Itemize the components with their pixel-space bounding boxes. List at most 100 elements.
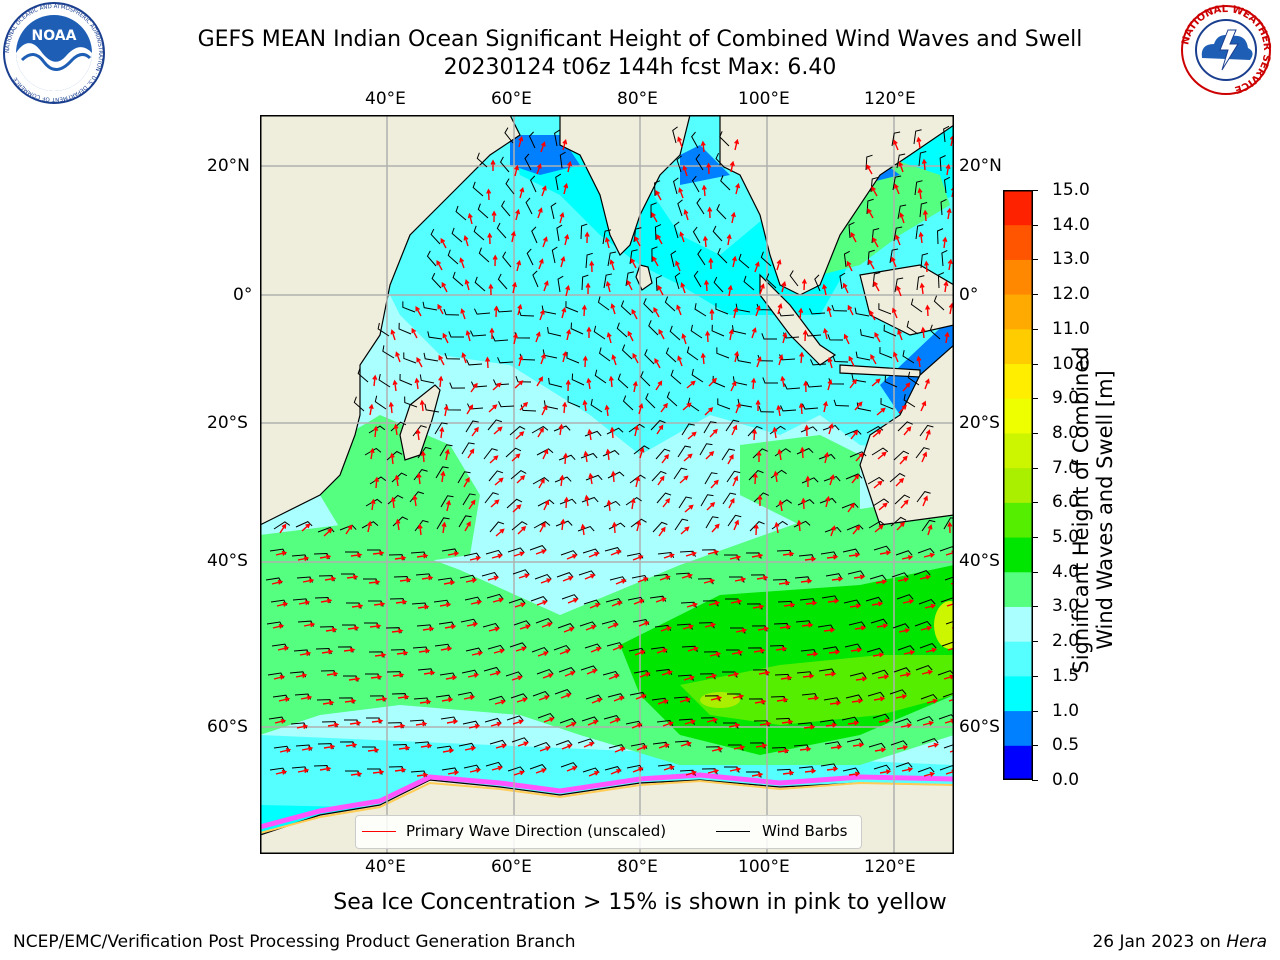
- wind-barb: [531, 226, 538, 244]
- legend-label-barb: Wind Barbs: [762, 822, 848, 840]
- wind-barb: [532, 270, 539, 288]
- wind-barb: [681, 423, 695, 436]
- wave-arrow: [734, 138, 740, 151]
- wave-arrow: [608, 674, 620, 680]
- wave-arrow: [271, 579, 284, 585]
- wave-arrow: [899, 455, 908, 465]
- colorbar-tick-mark: [1032, 780, 1038, 781]
- wind-barb: [461, 442, 475, 455]
- wave-arrow: [826, 305, 832, 318]
- wave-arrow: [638, 621, 650, 627]
- wave-arrow: [416, 772, 429, 778]
- lon-tick-bottom-60e: 60°E: [491, 857, 532, 877]
- wave-arrow: [513, 770, 525, 776]
- colorbar-tick-mark: [1032, 710, 1038, 712]
- wind-barb: [920, 252, 929, 269]
- wave-arrow: [369, 447, 375, 460]
- wind-barb: [486, 593, 504, 600]
- wind-barb: [896, 153, 906, 169]
- wave-arrow: [492, 254, 498, 267]
- wave-arrow: [584, 231, 590, 244]
- wave-arrow: [490, 721, 503, 727]
- wave-arrow: [347, 625, 360, 631]
- wind-barb: [820, 551, 838, 558]
- wind-barb: [594, 369, 607, 384]
- wave-arrow: [874, 331, 881, 343]
- colorbar-tick-mark: [1032, 606, 1038, 608]
- wave-arrow: [923, 771, 936, 777]
- wind-barb: [674, 518, 689, 531]
- wave-arrow: [903, 650, 916, 655]
- wave-arrow: [583, 450, 589, 463]
- wind-barb: [529, 764, 547, 770]
- wind-barb: [651, 470, 667, 482]
- wave-arrow: [920, 400, 927, 412]
- wind-barb: [555, 520, 573, 527]
- wave-arrow: [343, 647, 356, 653]
- wave-arrow: [896, 521, 906, 531]
- wind-barb: [426, 250, 437, 267]
- wind-barb: [846, 524, 864, 531]
- wave-arrow: [630, 497, 636, 510]
- wave-arrow: [727, 284, 733, 297]
- wave-arrow: [842, 282, 849, 294]
- wave-arrow: [662, 721, 674, 727]
- wind-barb: [581, 496, 599, 503]
- wind-barb: [584, 643, 602, 650]
- wind-barb: [485, 549, 503, 556]
- wave-arrow: [708, 600, 721, 606]
- wave-arrow: [685, 770, 697, 776]
- wave-arrow: [879, 550, 892, 556]
- wave-arrow: [471, 426, 479, 437]
- wind-barb: [497, 273, 508, 290]
- wave-arrow: [705, 330, 711, 343]
- wave-arrow: [541, 185, 547, 197]
- lat-tick-left-60s: 60°S: [207, 717, 248, 737]
- wind-barb: [797, 499, 815, 506]
- wave-arrow: [611, 521, 618, 534]
- wave-arrow: [854, 625, 867, 631]
- wave-arrow: [680, 282, 686, 294]
- wave-arrow: [303, 622, 316, 628]
- wind-barb: [474, 276, 486, 292]
- wave-arrow: [824, 671, 837, 677]
- wind-barb: [673, 467, 688, 480]
- wave-arrow: [782, 331, 788, 344]
- wave-arrow: [537, 207, 543, 219]
- wind-barb: [584, 430, 602, 437]
- wind-barb: [622, 395, 634, 411]
- wave-arrow: [516, 697, 528, 703]
- wind-barb: [452, 271, 464, 287]
- lat-tick-left-40s: 40°S: [207, 551, 248, 571]
- wave-arrow: [826, 554, 839, 560]
- wave-arrow: [855, 452, 864, 462]
- wave-arrow: [798, 402, 804, 415]
- wind-barb: [867, 476, 885, 485]
- wind-barb: [529, 545, 547, 551]
- wave-arrow: [397, 694, 410, 700]
- wind-barb: [906, 320, 919, 335]
- wave-arrow: [683, 209, 689, 221]
- wave-arrow: [728, 723, 741, 729]
- wind-barb: [465, 647, 483, 654]
- wind-barb: [550, 202, 557, 220]
- wind-barb: [273, 521, 291, 530]
- wave-arrow: [656, 424, 664, 435]
- wave-arrow: [414, 377, 420, 390]
- wave-arrow: [516, 475, 526, 484]
- lat-tick-right-60s: 60°S: [959, 717, 1000, 737]
- wind-barb: [915, 664, 933, 671]
- lon-tick-top-100e: 100°E: [738, 89, 790, 109]
- wind-barb: [577, 738, 595, 744]
- wave-arrow: [444, 448, 450, 461]
- wind-barb: [580, 223, 588, 240]
- wave-arrow: [735, 402, 741, 414]
- wave-arrow: [778, 499, 784, 512]
- wave-arrow: [297, 556, 310, 562]
- wave-arrow: [299, 651, 312, 657]
- wind-barb: [463, 552, 481, 559]
- wave-arrow: [395, 599, 408, 605]
- wind-barb: [570, 322, 584, 335]
- wave-arrow: [542, 448, 549, 460]
- wind-barb: [758, 405, 775, 413]
